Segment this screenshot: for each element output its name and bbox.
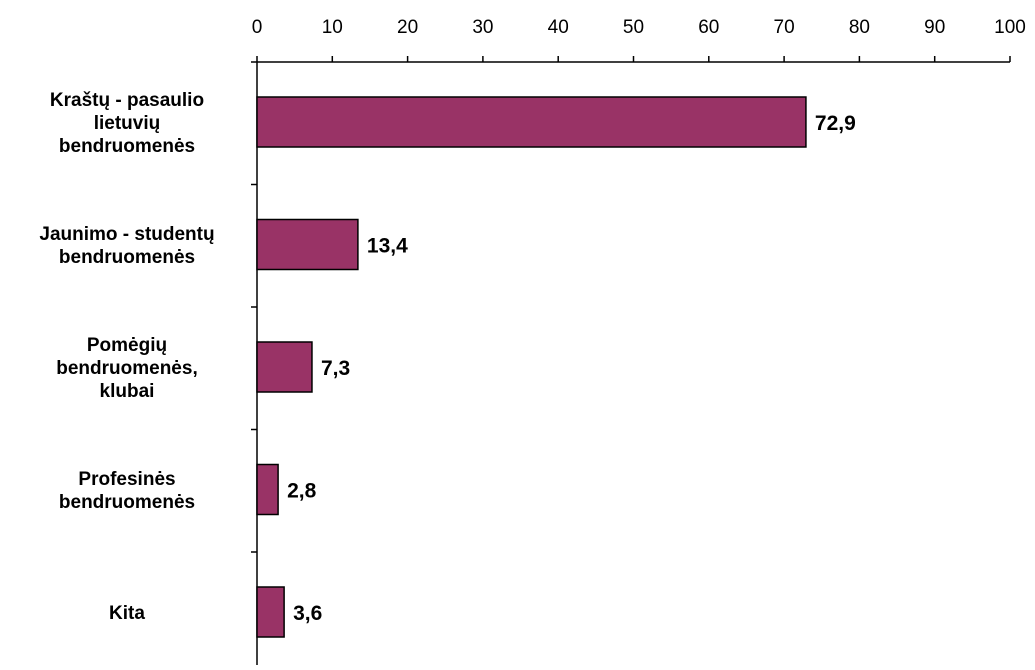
category-label-line: Kraštų - pasaulio — [50, 90, 204, 111]
x-tick-label: 40 — [548, 17, 569, 38]
x-tick-label: 60 — [698, 17, 719, 38]
axis-layer: 0 10 20 30 40 50 60 70 80 90 100 — [251, 17, 1026, 665]
x-tick-label: 20 — [397, 17, 418, 38]
category-label: Pomėgių bendruomenės, klubai — [56, 335, 197, 402]
data-label: 7,3 — [321, 357, 350, 380]
category-label-line: Kita — [109, 603, 145, 624]
x-tick-label: 0 — [252, 17, 263, 38]
category-label: Kita — [109, 603, 145, 624]
x-tick-label: 80 — [849, 17, 870, 38]
category-label-line: bendruomenės, — [56, 358, 197, 379]
x-tick-label: 30 — [472, 17, 493, 38]
category-label: Profesinės bendruomenės — [59, 469, 195, 513]
bar — [256, 96, 807, 148]
bar — [256, 341, 313, 393]
data-label: 3,6 — [293, 602, 322, 625]
x-tick-label: 10 — [322, 17, 343, 38]
x-tick-label: 100 — [994, 17, 1026, 38]
x-tick-label: 90 — [924, 17, 945, 38]
category-label-line: Jaunimo - studentų — [39, 224, 214, 245]
category-label-line: bendruomenės — [59, 136, 195, 157]
data-label: 72,9 — [815, 112, 856, 135]
bar — [256, 586, 285, 638]
category-label-line: bendruomenės — [59, 492, 195, 513]
x-tick-label: 50 — [623, 17, 644, 38]
bar — [256, 463, 279, 516]
data-label: 13,4 — [367, 235, 408, 258]
category-label: Jaunimo - studentų bendruomenės — [39, 224, 214, 268]
category-label-line: bendruomenės — [59, 247, 195, 268]
category-label-line: klubai — [100, 381, 155, 402]
data-label: 2,8 — [287, 480, 317, 503]
category-label-line: lietuvių — [94, 113, 161, 134]
category-label: Kraštų - pasaulio lietuvių bendruomenės — [50, 90, 204, 157]
category-label-line: Pomėgių — [87, 335, 167, 356]
bars-layer — [256, 96, 807, 638]
bar — [256, 218, 359, 271]
category-label-line: Profesinės — [78, 469, 175, 490]
x-tick-label: 70 — [774, 17, 795, 38]
